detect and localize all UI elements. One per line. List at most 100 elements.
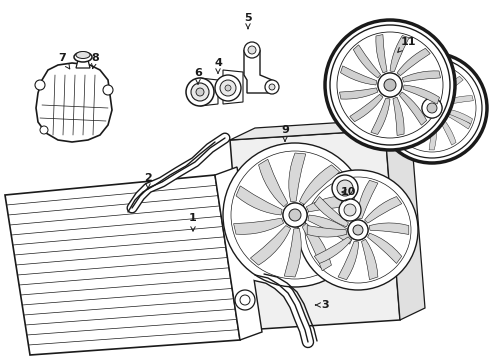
Polygon shape xyxy=(407,118,429,145)
Polygon shape xyxy=(362,239,378,280)
Polygon shape xyxy=(306,195,356,212)
Polygon shape xyxy=(302,223,331,271)
Polygon shape xyxy=(200,78,218,106)
Polygon shape xyxy=(36,63,112,142)
Circle shape xyxy=(339,199,361,221)
Polygon shape xyxy=(397,48,430,76)
Polygon shape xyxy=(314,237,351,264)
Polygon shape xyxy=(234,218,284,234)
Text: 9: 9 xyxy=(281,125,289,141)
Circle shape xyxy=(220,80,236,96)
Polygon shape xyxy=(314,197,348,227)
Ellipse shape xyxy=(74,52,92,62)
Circle shape xyxy=(337,32,443,138)
Polygon shape xyxy=(390,36,409,72)
Polygon shape xyxy=(442,110,471,129)
Polygon shape xyxy=(299,165,340,204)
Polygon shape xyxy=(230,130,400,330)
Polygon shape xyxy=(259,159,288,207)
Polygon shape xyxy=(431,67,443,96)
Polygon shape xyxy=(438,116,456,145)
Text: 8: 8 xyxy=(91,53,99,69)
Circle shape xyxy=(225,85,231,91)
Circle shape xyxy=(305,177,411,283)
Text: 1: 1 xyxy=(189,213,197,231)
Polygon shape xyxy=(368,233,402,264)
Circle shape xyxy=(248,46,256,54)
Circle shape xyxy=(422,98,442,118)
Polygon shape xyxy=(365,197,402,223)
Polygon shape xyxy=(399,92,427,125)
Circle shape xyxy=(332,175,358,201)
Circle shape xyxy=(422,98,442,118)
Circle shape xyxy=(186,78,214,106)
Text: 3: 3 xyxy=(316,300,329,310)
Text: 11: 11 xyxy=(398,37,416,52)
Circle shape xyxy=(35,80,45,90)
Polygon shape xyxy=(353,45,381,78)
Polygon shape xyxy=(289,153,306,202)
Polygon shape xyxy=(341,66,377,85)
Polygon shape xyxy=(5,175,240,355)
Polygon shape xyxy=(369,223,409,234)
Polygon shape xyxy=(390,101,420,110)
Circle shape xyxy=(348,220,368,240)
Circle shape xyxy=(353,225,363,235)
Polygon shape xyxy=(223,70,243,104)
Circle shape xyxy=(377,53,487,163)
Circle shape xyxy=(283,203,307,227)
Circle shape xyxy=(427,103,437,113)
Circle shape xyxy=(382,58,482,158)
Circle shape xyxy=(265,80,279,94)
Circle shape xyxy=(103,85,113,95)
Circle shape xyxy=(378,73,402,97)
Ellipse shape xyxy=(76,51,90,58)
Polygon shape xyxy=(76,60,90,68)
Polygon shape xyxy=(443,108,472,124)
Circle shape xyxy=(330,25,450,145)
Circle shape xyxy=(378,73,402,97)
Polygon shape xyxy=(376,35,387,73)
Polygon shape xyxy=(284,228,301,277)
Circle shape xyxy=(348,220,368,240)
Circle shape xyxy=(40,126,48,134)
Polygon shape xyxy=(429,120,437,150)
Polygon shape xyxy=(307,226,347,237)
Polygon shape xyxy=(385,118,425,320)
Circle shape xyxy=(325,20,455,150)
Text: 10: 10 xyxy=(341,187,356,197)
Text: 7: 7 xyxy=(58,53,70,69)
Polygon shape xyxy=(338,180,354,221)
Polygon shape xyxy=(416,68,428,98)
Polygon shape xyxy=(371,98,390,135)
Circle shape xyxy=(215,75,241,101)
Polygon shape xyxy=(357,180,378,219)
Circle shape xyxy=(235,290,255,310)
Text: 6: 6 xyxy=(194,68,202,84)
Circle shape xyxy=(223,143,367,287)
Circle shape xyxy=(298,170,418,290)
Circle shape xyxy=(231,151,359,279)
Circle shape xyxy=(289,209,301,221)
Text: 5: 5 xyxy=(244,13,252,29)
Text: 2: 2 xyxy=(144,173,152,189)
Circle shape xyxy=(196,88,204,96)
Text: 4: 4 xyxy=(214,58,222,74)
Polygon shape xyxy=(403,85,440,104)
Circle shape xyxy=(283,203,307,227)
Polygon shape xyxy=(308,215,354,244)
Circle shape xyxy=(384,79,396,91)
Polygon shape xyxy=(442,96,473,105)
Circle shape xyxy=(344,204,356,216)
Circle shape xyxy=(244,42,260,58)
Polygon shape xyxy=(393,97,404,135)
Circle shape xyxy=(337,180,353,196)
Polygon shape xyxy=(397,80,423,104)
Circle shape xyxy=(269,84,275,90)
Polygon shape xyxy=(338,241,359,280)
Polygon shape xyxy=(230,118,410,140)
Polygon shape xyxy=(250,226,291,265)
Polygon shape xyxy=(244,50,272,93)
Circle shape xyxy=(191,83,209,101)
Polygon shape xyxy=(236,186,282,215)
